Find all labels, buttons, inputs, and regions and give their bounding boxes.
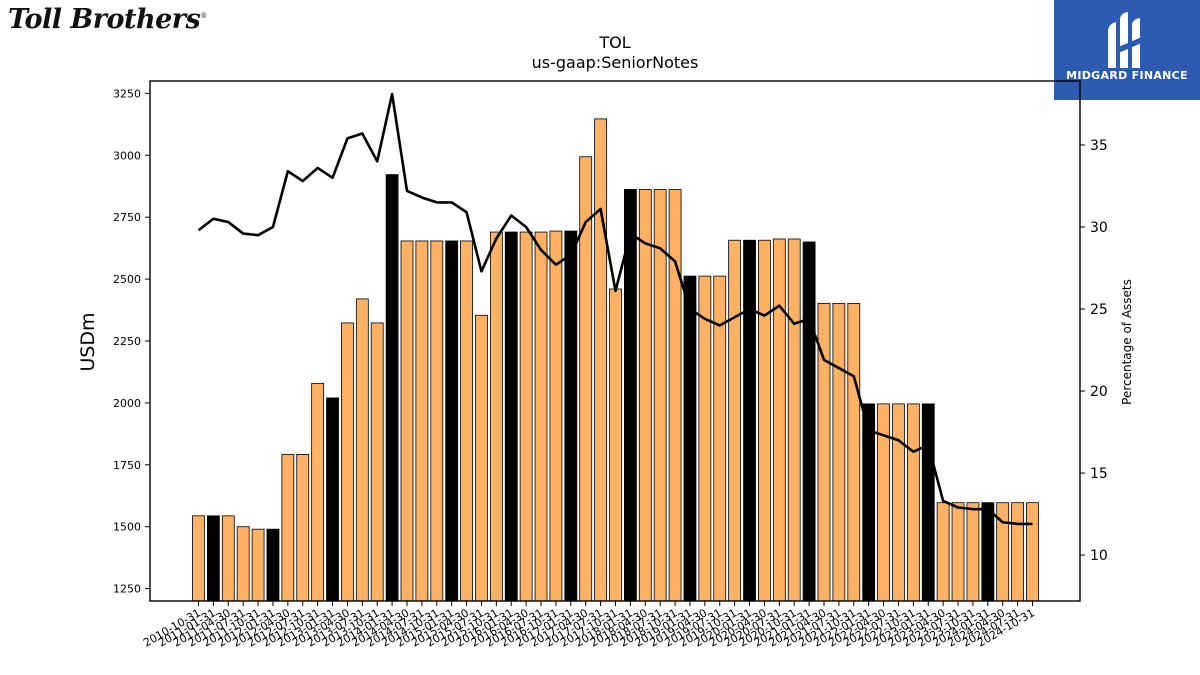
bar-2021-01-31	[802, 241, 816, 602]
bar-2021-10-31	[847, 302, 861, 602]
bar-2016-07-31	[534, 231, 548, 602]
bar-2020-10-31	[787, 238, 801, 602]
y-right-tick-label-25: 25	[1090, 302, 1108, 318]
percentage-of-assets-line	[197, 92, 1033, 526]
bar-2020-04-30	[758, 239, 771, 602]
y-tick-label-1250: 1250	[113, 583, 141, 596]
bar-2023-07-31	[951, 502, 965, 602]
bar-2023-04-30	[936, 502, 950, 602]
bar-2015-01-31	[445, 240, 459, 602]
y-right-tick-label-10: 10	[1090, 548, 1108, 564]
bar-2023-10-31	[966, 502, 980, 602]
y-tick-label-2000: 2000	[113, 397, 141, 410]
bar-2011-10-31	[251, 528, 265, 602]
bar-2020-01-31	[743, 239, 756, 602]
bar-2012-10-31	[311, 382, 325, 602]
y-axis-right-label: Percentage of Assets	[1120, 279, 1134, 405]
bar-2012-01-31	[266, 528, 280, 602]
bar-2013-10-31	[370, 322, 384, 602]
toll-brothers-logo: Toll Brothers®	[8, 4, 207, 35]
bar-2022-01-31	[862, 403, 876, 602]
bar-2013-04-30	[341, 322, 354, 602]
bar-2015-07-31	[475, 314, 488, 602]
bar-2022-07-31	[892, 403, 905, 602]
y-tick-label-3250: 3250	[113, 87, 141, 100]
y-right-tick-label-15: 15	[1090, 466, 1108, 482]
chart-subtitle: us-gaap:SeniorNotes	[532, 53, 699, 72]
bar-2016-04-30	[519, 231, 533, 602]
bar-2014-04-30	[400, 240, 414, 602]
registered-mark: ®	[200, 12, 207, 20]
bar-2021-07-31	[832, 302, 846, 602]
bar-2012-07-31	[296, 454, 310, 602]
y-right-tick-label-35: 35	[1090, 138, 1108, 154]
y-tick-label-1750: 1750	[113, 459, 141, 472]
bar-2019-01-31	[683, 275, 697, 602]
bar-2017-01-31	[564, 230, 578, 602]
midgard-logo-icon	[1108, 12, 1144, 68]
bar-2018-04-30	[638, 189, 652, 602]
bar-series	[192, 118, 1039, 602]
y-right-tick-label-30: 30	[1090, 220, 1108, 236]
bar-2020-07-31	[772, 238, 786, 602]
bar-2016-01-31	[504, 231, 518, 602]
bar-2011-04-30	[221, 515, 235, 602]
badge-name: MIDGARD FINANCE	[1066, 69, 1188, 82]
bar-2011-01-31	[206, 515, 220, 602]
axes: 1250 1500 1750 2000 2250 2500 2750 3000 3250 10 15…	[113, 80, 1108, 650]
y-tick-label-2750: 2750	[113, 211, 141, 224]
y-tick-label-1500: 1500	[113, 521, 141, 534]
bar-2016-10-31	[549, 230, 563, 602]
bar-2015-04-30	[460, 240, 473, 602]
bar-2024-10-31	[1026, 502, 1039, 602]
bar-2011-07-31	[236, 526, 250, 602]
bar-2012-04-30	[281, 454, 295, 602]
bar-2022-10-31	[906, 403, 920, 602]
bar-2023-01-31	[921, 403, 935, 602]
company-logo-text: Toll Brothers	[8, 4, 201, 35]
bar-2014-10-31	[430, 240, 444, 602]
bar-2014-01-31	[385, 174, 399, 602]
bar-2014-07-31	[415, 240, 429, 602]
bar-2024-01-31	[981, 502, 995, 602]
bar-2019-10-31	[728, 239, 742, 602]
line-series	[197, 92, 1033, 526]
bar-2013-01-31	[326, 397, 339, 602]
y-tick-label-2250: 2250	[113, 335, 141, 348]
bar-2015-10-31	[489, 231, 503, 602]
y-right-tick-label-20: 20	[1090, 384, 1108, 400]
bar-2010-10-31	[192, 515, 205, 602]
bar-2024-07-31	[1011, 502, 1025, 602]
y-tick-label-3000: 3000	[113, 149, 141, 162]
midgard-finance-badge: MIDGARD FINANCE	[1054, 0, 1200, 100]
y-tick-label-2500: 2500	[113, 273, 141, 286]
bar-2017-07-31	[594, 118, 608, 602]
y-axis-label: USDm	[77, 312, 99, 371]
bar-2019-04-30	[698, 275, 712, 602]
bar-2013-07-31	[355, 298, 369, 602]
bar-2018-10-31	[668, 189, 682, 602]
chart-title: TOL	[598, 33, 630, 52]
bar-2017-10-31	[609, 288, 622, 602]
